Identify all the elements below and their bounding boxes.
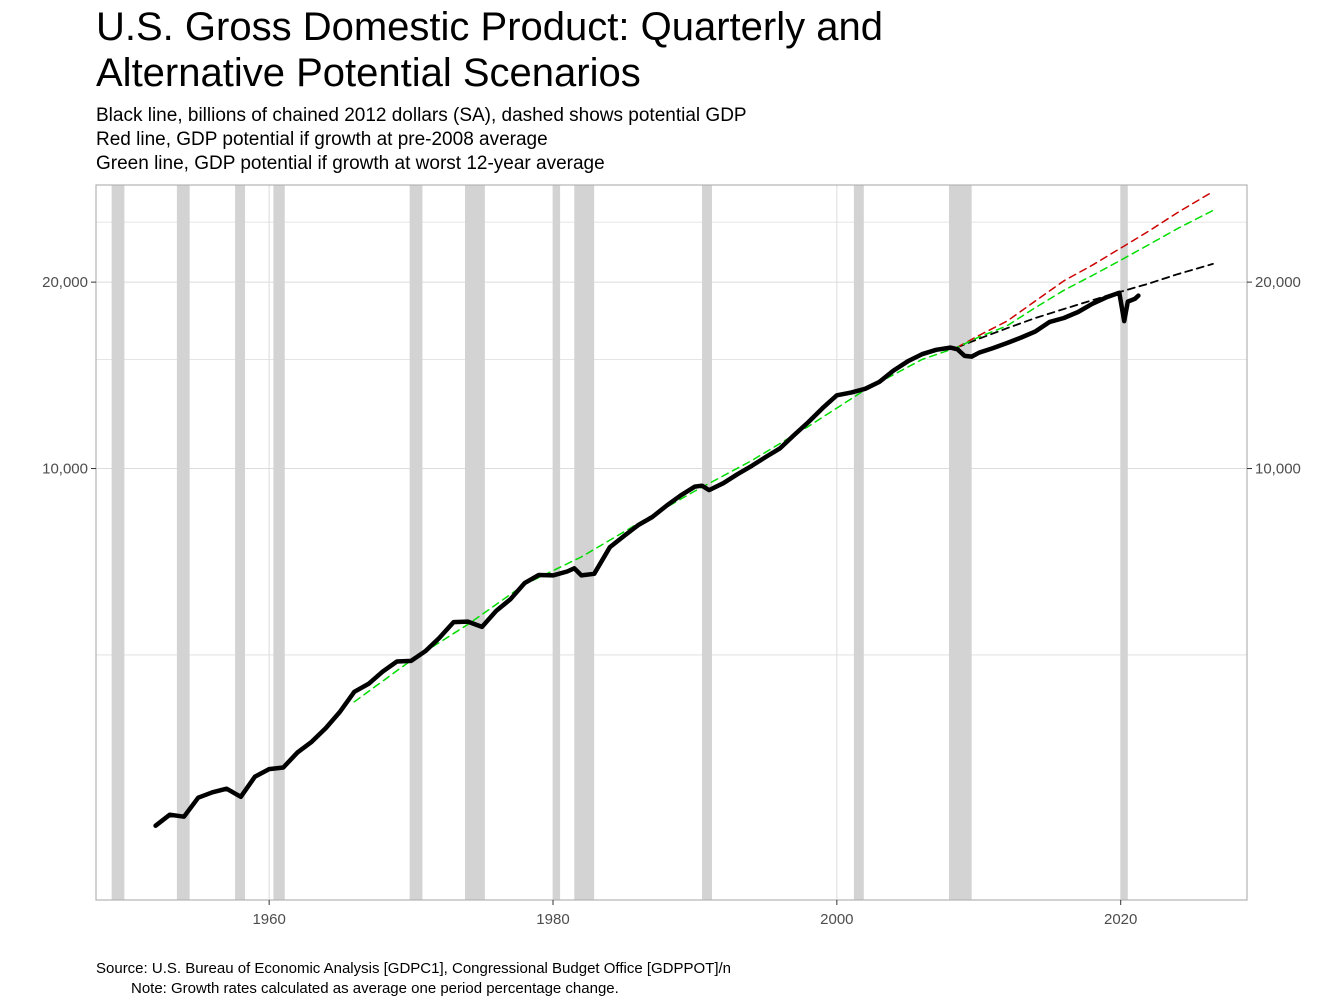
y-tick-label-right-0: 10,000 <box>1255 461 1301 478</box>
recession-bar-5 <box>465 185 485 900</box>
recession-bar-0 <box>111 185 125 900</box>
chart-title-line-2: Alternative Potential Scenarios <box>96 51 641 95</box>
recession-bar-1 <box>176 185 190 900</box>
recession-bar-6 <box>552 185 561 900</box>
recession-bar-2 <box>235 185 246 900</box>
series-line-gdp <box>153 290 1141 828</box>
recession-bar-9 <box>853 185 864 900</box>
y-tick-label-right-1: 20,000 <box>1255 274 1301 291</box>
recession-bar-10 <box>948 185 972 900</box>
source-caption: Source: U.S. Bureau of Economic Analysis… <box>96 960 732 977</box>
x-tick-label-1980: 1980 <box>536 911 569 928</box>
recession-bar-3 <box>273 185 285 900</box>
chart-subtitle: Black line, billions of chained 2012 dol… <box>96 104 747 176</box>
subtitle-line-3: Green line, GDP potential if growth at w… <box>96 153 605 174</box>
subtitle-line-1: Black line, billions of chained 2012 dol… <box>96 105 747 126</box>
recession-bar-7 <box>574 185 595 900</box>
recession-bar-11 <box>1120 185 1128 900</box>
x-tick-label-1960: 1960 <box>252 911 285 928</box>
series-line-cbo-potential-gdp <box>956 263 1214 349</box>
plot-panel <box>96 185 1247 900</box>
y-tick-label-left-0: 10,000 <box>42 461 88 478</box>
recession-bar-8 <box>702 185 712 900</box>
y-tick-label-left-1: 20,000 <box>42 274 88 291</box>
series-line-pre-2008-average-growth <box>956 190 1214 348</box>
note-caption: Note: Growth rates calculated as average… <box>131 980 619 997</box>
chart-title: U.S. Gross Domestic Product: Quarterly a… <box>96 4 883 96</box>
x-tick-label-2020: 2020 <box>1104 911 1137 928</box>
x-tick-label-2000: 2000 <box>820 911 853 928</box>
panel-border <box>95 184 1248 901</box>
recession-bar-4 <box>409 185 423 900</box>
subtitle-line-2: Red line, GDP potential if growth at pre… <box>96 129 548 150</box>
chart-title-line-1: U.S. Gross Domestic Product: Quarterly a… <box>96 5 883 49</box>
